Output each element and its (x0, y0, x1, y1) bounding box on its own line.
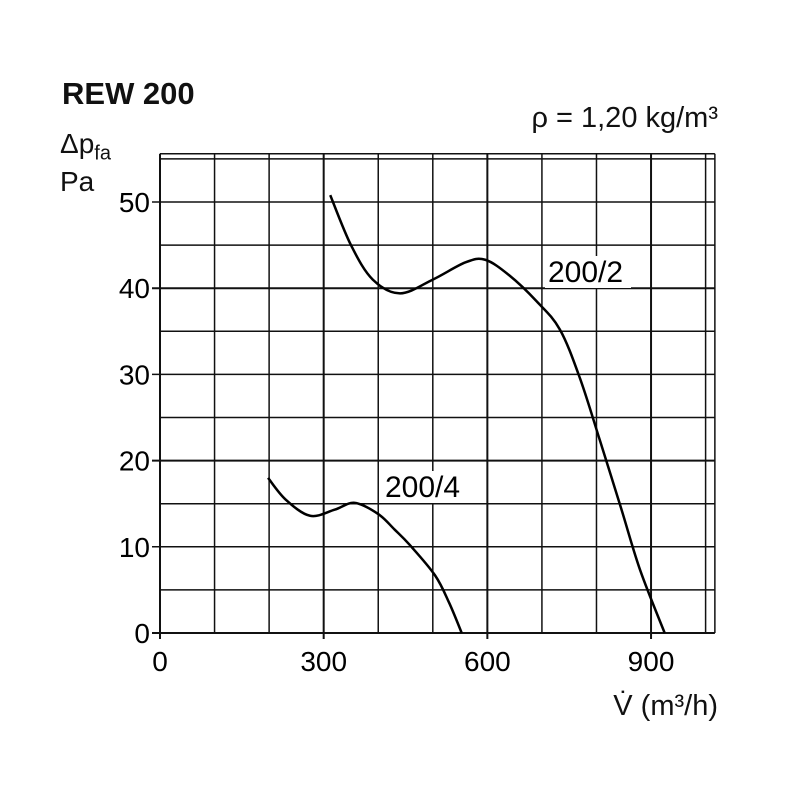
x-axis-label: V̇ (m³/h) (613, 690, 718, 722)
x-tick-label: 300 (300, 646, 347, 677)
series-line-200-2 (329, 194, 666, 634)
y-tick-label: 30 (119, 359, 150, 390)
series-label: 200/4 (385, 471, 460, 504)
y-tick-label: 40 (119, 273, 150, 304)
y-tick-label: 0 (134, 618, 150, 649)
y-axis-symbol: Δp (60, 128, 95, 159)
x-tick-label: 900 (628, 646, 675, 677)
y-tick-label: 20 (119, 446, 150, 477)
y-axis-label: Δpfa (60, 128, 111, 166)
series-label-bg (545, 256, 631, 288)
y-axis-unit: Pa (60, 166, 95, 197)
density-annotation: ρ = 1,20 kg/m³ (531, 102, 718, 134)
x-tick-label: 600 (464, 646, 511, 677)
series-label: 200/2 (548, 256, 623, 289)
x-tick-label: 0 (152, 646, 168, 677)
y-axis-subscript: fa (94, 142, 111, 165)
series-label-bg (382, 471, 468, 503)
y-tick-label: 50 (119, 187, 150, 218)
chart-title: REW 200 (62, 76, 195, 111)
series-line-200-4 (267, 477, 463, 634)
y-tick-label: 10 (119, 532, 150, 563)
